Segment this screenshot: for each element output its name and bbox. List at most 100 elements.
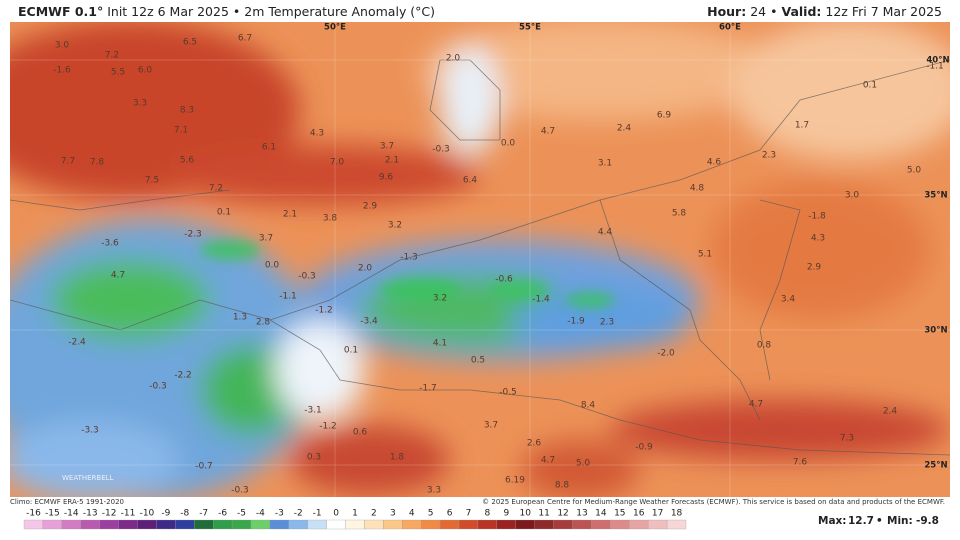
- anomaly-label: 6.19: [505, 476, 525, 486]
- anomaly-label: 2.0: [358, 264, 373, 274]
- hour: 24: [750, 4, 767, 19]
- anomaly-label: 7.2: [209, 184, 223, 194]
- colorbar-tick: -13: [83, 509, 98, 519]
- anomaly-label: 3.2: [388, 221, 402, 231]
- anomaly-label: 4.7: [541, 456, 555, 466]
- anomaly-label: -0.3: [298, 272, 316, 282]
- anomaly-label: -0.6: [495, 275, 513, 285]
- anomaly-label: -1.4: [532, 295, 550, 305]
- anomaly-label: -3.6: [101, 239, 119, 249]
- colorbar-tick: -7: [199, 509, 208, 519]
- anomaly-label: 2.3: [600, 318, 614, 328]
- anomaly-label: -2.4: [68, 338, 86, 348]
- anomaly-label: 2.6: [527, 439, 542, 449]
- anomaly-label: 7.6: [793, 458, 808, 468]
- anomaly-label: 3.3: [427, 486, 441, 496]
- colorbar-cell: [307, 519, 327, 530]
- anomaly-label: -0.5: [499, 388, 517, 398]
- colorbar-cell: [515, 519, 535, 530]
- colorbar: -16 -15 -14 -13 -12 -11 -10 -9 -8 -7 -6 -5 -4 -3 -2 -1 0…: [23, 509, 687, 530]
- colorbar-tick: -11: [121, 509, 136, 519]
- anomaly-label: 6.1: [262, 143, 276, 153]
- colorbar-tick: -1: [313, 509, 322, 519]
- max: 12.7: [848, 515, 874, 527]
- colorbar-cell: [118, 519, 138, 530]
- colorbar-cell: [250, 519, 271, 530]
- anomaly-label: -1.3: [400, 253, 418, 263]
- colorbar-tick: -12: [102, 509, 117, 519]
- anomaly-label: 2.1: [385, 156, 399, 166]
- anomaly-label: 4.1: [433, 339, 447, 349]
- colorbar-cell: [345, 519, 365, 530]
- colorbar-cell: [648, 519, 668, 530]
- colorbar-cell: [610, 519, 630, 530]
- anomaly-label: 3.7: [259, 234, 273, 244]
- anomaly-label: 3.1: [598, 159, 612, 169]
- colorbar-tick: 1: [352, 509, 358, 519]
- anomaly-label: 3.3: [133, 99, 147, 109]
- anomaly-label: 0.1: [863, 81, 877, 91]
- colorbar-cell: [326, 519, 346, 530]
- anomaly-label: 3.4: [781, 295, 796, 305]
- colorbar-cell: [288, 519, 308, 530]
- anomaly-label: -2.3: [184, 230, 202, 240]
- colorbar-tick: -16: [26, 509, 41, 519]
- anomaly-label: 8.4: [581, 401, 596, 411]
- anomaly-label: 4.6: [707, 158, 722, 168]
- colorbar-tick: 4: [409, 509, 415, 519]
- anomaly-label: 0.0: [265, 261, 280, 271]
- anomaly-label: 0.1: [344, 346, 358, 356]
- anomaly-label: 0.3: [307, 453, 321, 463]
- colorbar-tick: 11: [538, 509, 549, 519]
- anomaly-label: -3.3: [81, 426, 99, 436]
- anomaly-label: 2.1: [283, 210, 297, 220]
- grid-label: 55°E: [519, 23, 541, 33]
- colorbar-cell: [80, 519, 100, 530]
- anomaly-label: 5.6: [180, 156, 195, 166]
- anomaly-label: 2.9: [363, 202, 378, 212]
- anomaly-label: 0.0: [501, 139, 516, 149]
- anomaly-label: 4.7: [749, 400, 763, 410]
- anomaly-label: 1.3: [233, 313, 247, 323]
- anomaly-label: -3.4: [360, 317, 378, 327]
- colorbar-cell: [402, 519, 422, 530]
- anomaly-label: 3.2: [433, 294, 447, 304]
- colorbar-cell: [572, 519, 592, 530]
- anomaly-label: 6.5: [183, 38, 197, 48]
- colorbar-tick: -15: [45, 509, 60, 519]
- colorbar-tick: 7: [466, 509, 472, 519]
- colorbar-tick: 6: [447, 509, 453, 519]
- map: 3.0 6.5 6.7 7.2 -1.6 5.5 6.0 2.0 3.3 8.3 7.1 4.3 6.1…: [10, 22, 950, 497]
- anomaly-label: 9.6: [379, 173, 394, 183]
- colorbar-cell: [629, 519, 649, 530]
- colorbar-tick: 8: [485, 509, 491, 519]
- anomaly-label: 7.7: [61, 157, 75, 167]
- valid-label: Valid:: [781, 4, 822, 19]
- colorbar-cell: [175, 519, 195, 530]
- colorbar-cell: [591, 519, 611, 530]
- anomaly-label: 2.0: [446, 54, 461, 64]
- colorbar-cell: [269, 519, 289, 530]
- grid-label: 35°N: [924, 191, 947, 201]
- anomaly-label: -0.7: [195, 462, 213, 472]
- anomaly-label: 4.4: [598, 228, 613, 238]
- colorbar-tick: 17: [652, 509, 663, 519]
- colorbar-tick: -14: [64, 509, 79, 519]
- colorbar-tick: 2: [371, 509, 377, 519]
- anomaly-label: -0.9: [635, 443, 653, 453]
- anomaly-label: 7.2: [105, 51, 119, 61]
- colorbar-cell: [212, 519, 233, 530]
- colorbar-tick: -6: [218, 509, 227, 519]
- colorbar-tick: 10: [520, 509, 532, 519]
- colorbar-tick: 0: [333, 509, 339, 519]
- anomaly-label: 0.1: [217, 208, 231, 218]
- anomaly-label: 3.7: [380, 142, 394, 152]
- anomaly-label: 3.0: [845, 191, 860, 201]
- anomaly-label: 5.5: [111, 68, 125, 78]
- colorbar-cell: [61, 519, 81, 530]
- anomaly-label: 6.4: [463, 176, 478, 186]
- colorbar-tick: 5: [428, 509, 434, 519]
- min-label: Min:: [887, 515, 913, 527]
- anomaly-label: 4.3: [310, 129, 324, 139]
